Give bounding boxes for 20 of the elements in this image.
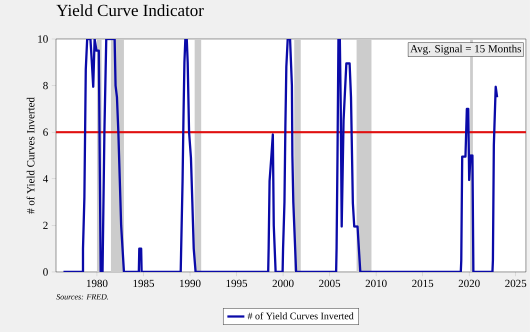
y-tick-label: 0 <box>43 268 48 276</box>
x-tick-label: 1990 <box>180 280 201 288</box>
x-tick-label: 2010 <box>366 280 387 288</box>
y-axis-title: # of Yield Curves Inverted <box>26 97 34 214</box>
x-tick-label: 2005 <box>319 280 340 288</box>
x-tick-label: 2025 <box>505 280 526 288</box>
x-tick-label: 1985 <box>133 280 154 288</box>
x-tick-label: 1995 <box>226 280 248 288</box>
annotation: Avg. Signal = 15 Months <box>410 44 521 55</box>
x-tick-label: 2000 <box>272 280 294 288</box>
y-tick-label: 8 <box>43 82 48 90</box>
y-tick-label: 2 <box>43 222 48 230</box>
x-tick-label: 1980 <box>86 280 108 288</box>
x-tick-label: 2020 <box>458 280 480 288</box>
x-tick-label: 2015 <box>412 280 434 288</box>
chart-title: Yield Curve Indicator <box>56 4 204 16</box>
legend-label: # of Yield Curves Inverted <box>248 312 354 320</box>
y-tick-label: 10 <box>38 35 48 43</box>
y-tick-label: 6 <box>43 128 48 136</box>
y-tick-label: 4 <box>42 175 48 182</box>
